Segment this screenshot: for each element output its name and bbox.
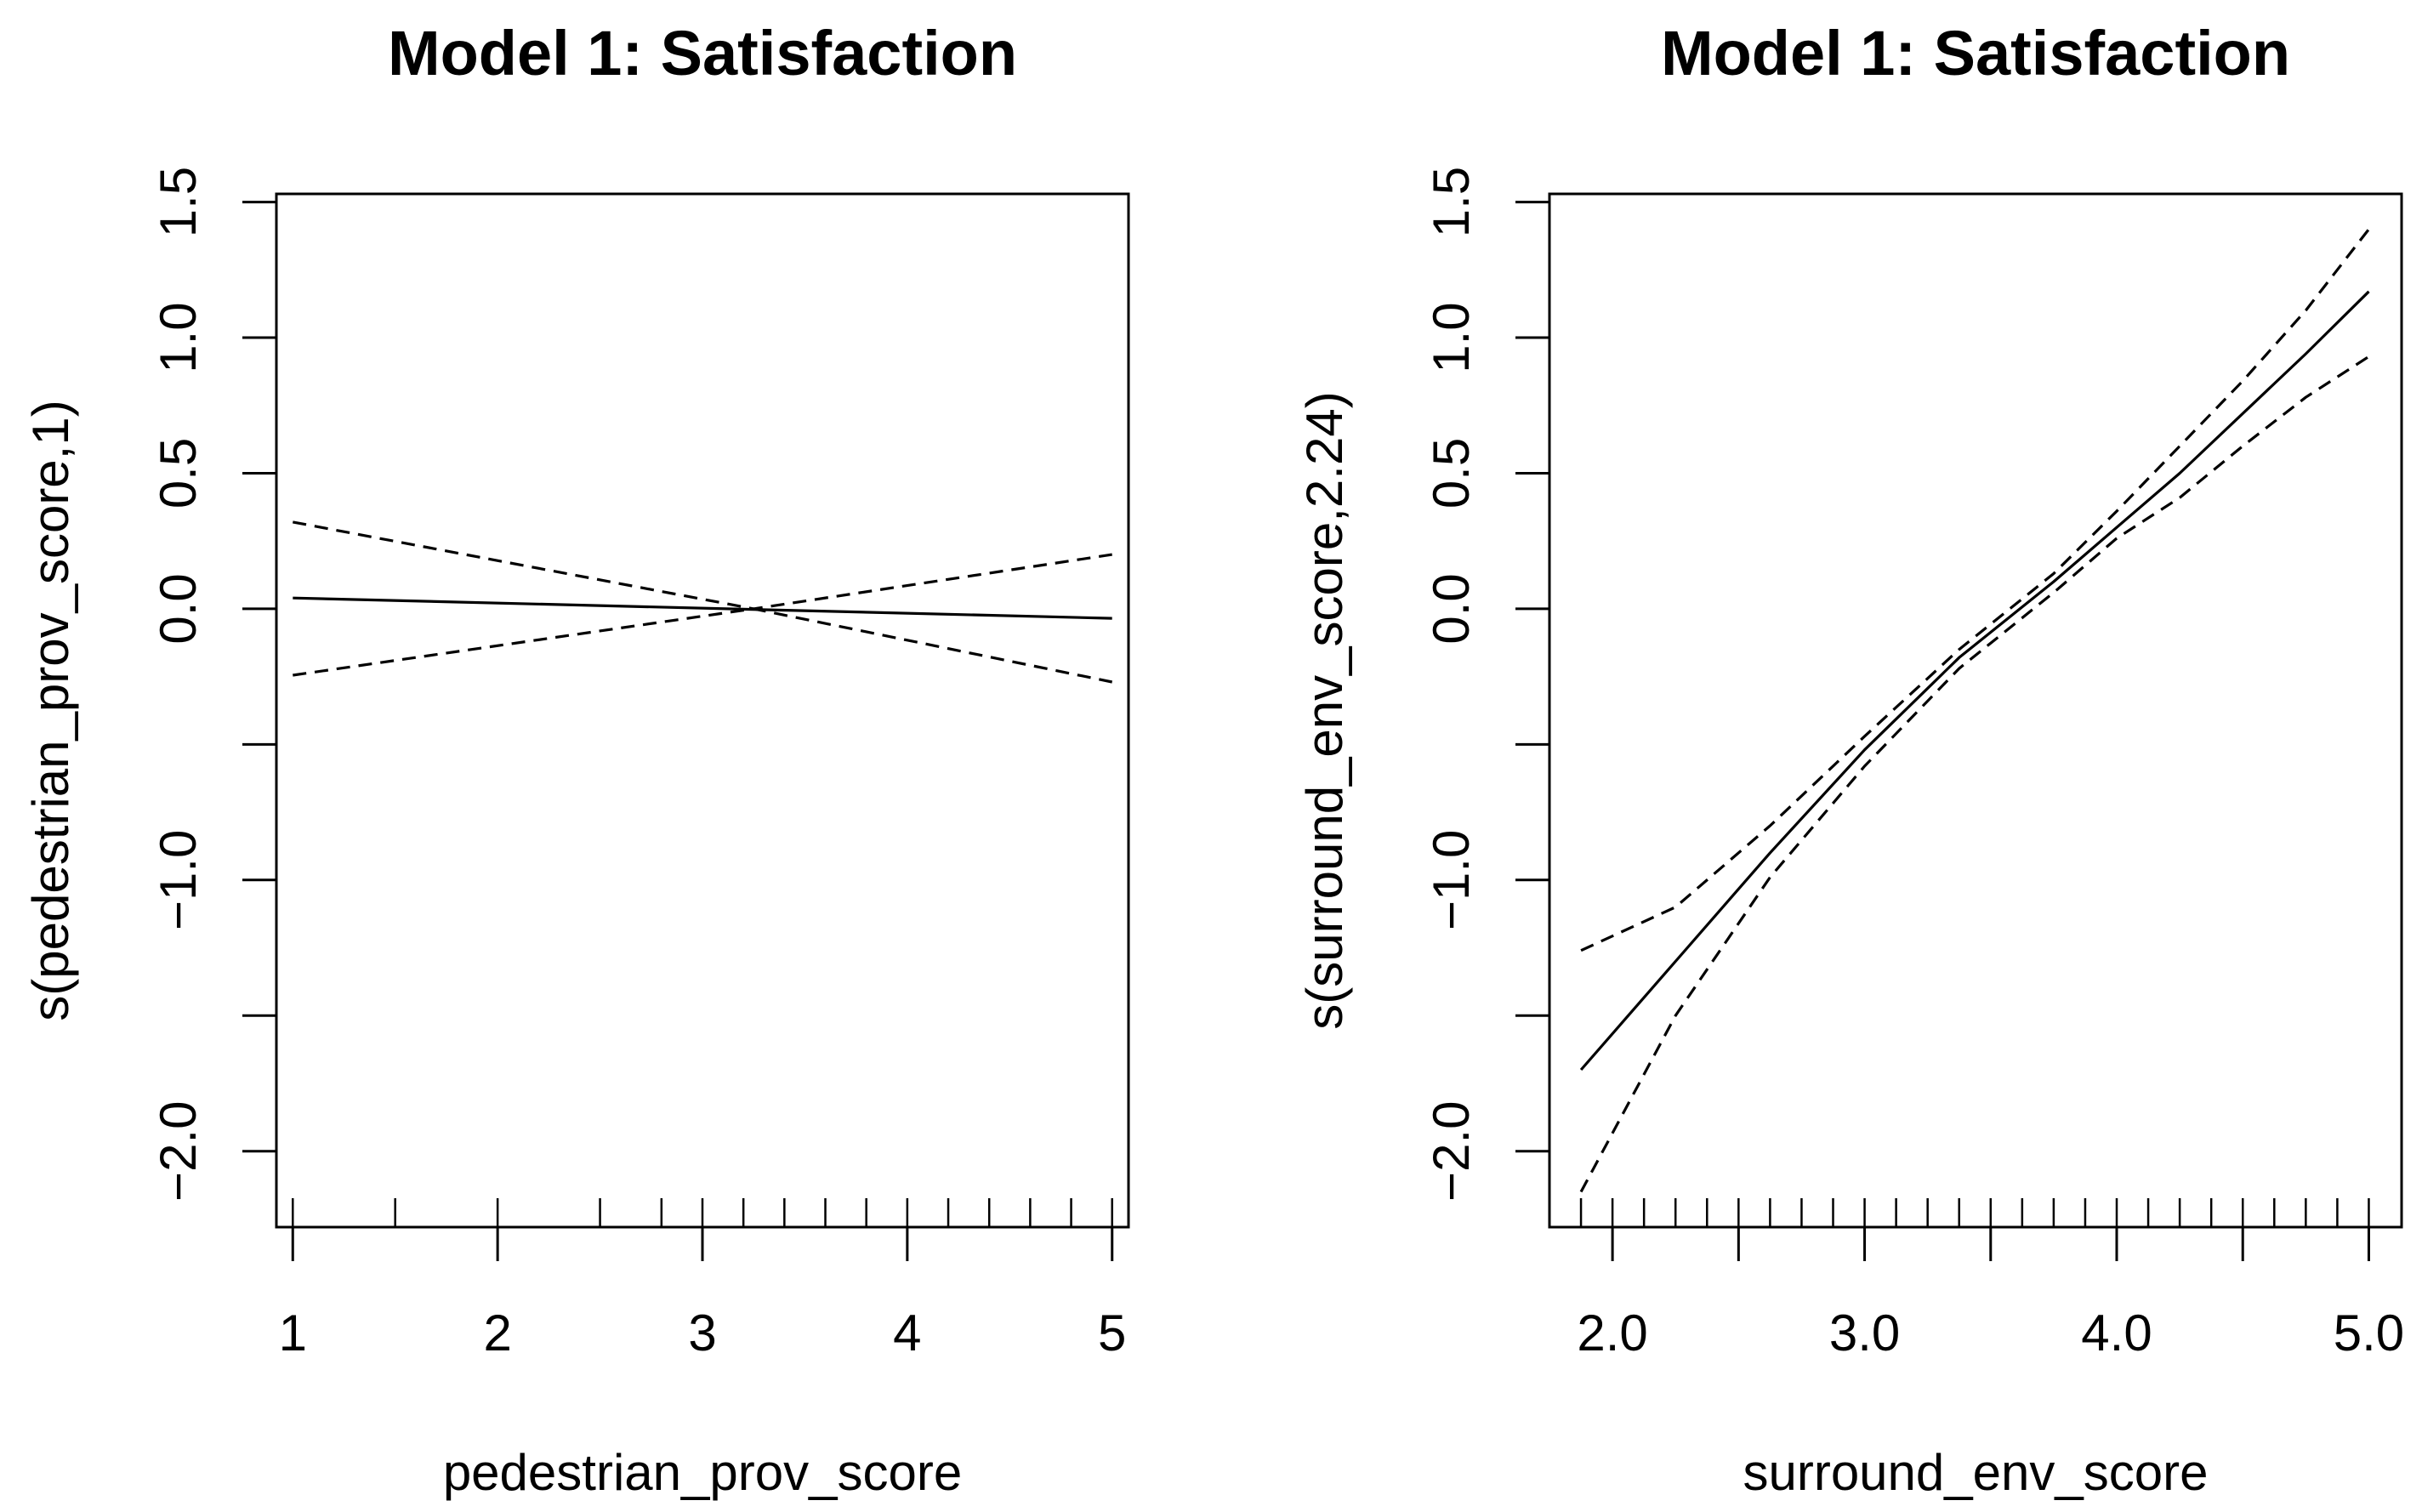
series-fit-line: [293, 596, 1112, 620]
y-tick-label: −1.0: [1423, 830, 1480, 930]
x-tick-label: 5: [1098, 1305, 1126, 1361]
x-axis-label: pedestrian_prov_score: [443, 1444, 962, 1501]
series-lower-line: [293, 607, 1113, 684]
x-tick-label: 1: [279, 1305, 307, 1361]
x-tick-label: 3.0: [1829, 1305, 1900, 1361]
x-tick-label: 2.0: [1577, 1305, 1647, 1361]
y-tick-label: −2.0: [150, 1100, 207, 1201]
x-tick-label: 4.0: [2081, 1305, 2152, 1361]
chart-title: Model 1: Satisfaction: [1661, 18, 2290, 88]
y-tick-label: 0.5: [1423, 438, 1480, 509]
y-tick-label: 0.5: [150, 438, 207, 509]
y-tick-label: 1.0: [150, 302, 207, 372]
series-upper-line: [293, 520, 1112, 611]
series-fit-line: [1579, 290, 2370, 1071]
plot-frame: [1548, 192, 2403, 1229]
series-upper-line: [1580, 228, 2370, 952]
y-axis-label: s(surround_env_score,2.24): [1296, 391, 1353, 1029]
y-tick-label: 0.0: [1423, 573, 1480, 644]
x-axis-label: surround_env_score: [1743, 1444, 2208, 1501]
plot-frame: [275, 192, 1130, 1229]
y-axis-label: s(pedestrian_prov_score,1): [22, 400, 79, 1020]
panel-surround-env: Model 1: Satisfaction 2.0 3.0 4.0 5.0 −2.0 −1.…: [1296, 18, 2404, 1501]
y-tick-label: 0.0: [150, 573, 207, 644]
panel-pedestrian-prov: Model 1: Satisfaction 1 2 3 4 5 −2.0 −1.0 0.0 0.5…: [22, 18, 1130, 1501]
y-tick-label: −1.0: [150, 830, 207, 930]
x-tick-label: 3: [688, 1305, 716, 1361]
x-tick-label: 5.0: [2334, 1305, 2404, 1361]
x-tick-label: 4: [893, 1305, 921, 1361]
y-tick-label: 1.0: [1423, 302, 1480, 372]
chart-title: Model 1: Satisfaction: [388, 18, 1017, 88]
y-tick-label: 1.5: [150, 167, 207, 237]
y-tick-label: 1.5: [1423, 167, 1480, 237]
y-tick-label: −2.0: [1423, 1100, 1480, 1201]
x-tick-label: 2: [483, 1305, 511, 1361]
series-lower-line: [1579, 355, 2370, 1193]
